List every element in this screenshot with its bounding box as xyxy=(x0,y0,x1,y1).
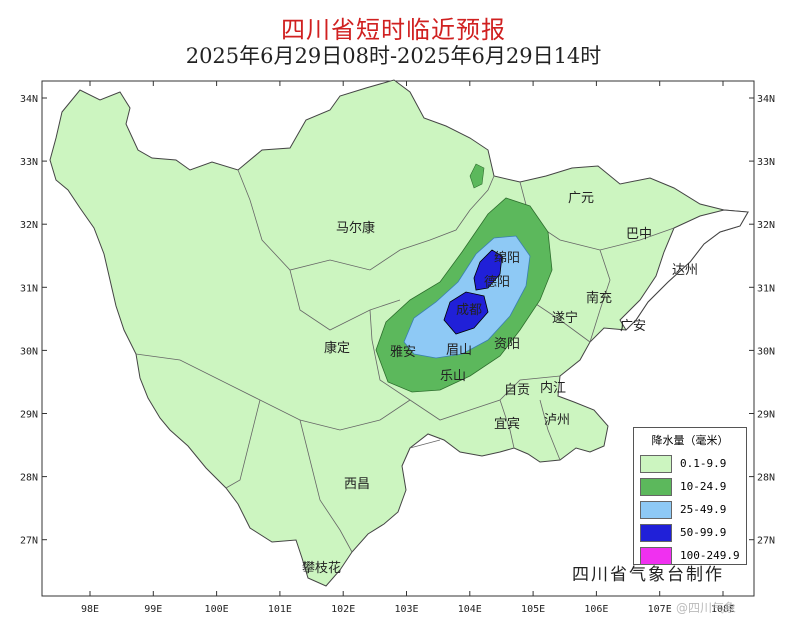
legend-swatch xyxy=(640,454,672,473)
city-label: 西昌 xyxy=(344,477,370,492)
lat-tick-label: 32N xyxy=(757,220,775,231)
lat-tick-label: 27N xyxy=(757,536,775,547)
rain-band-50-99-north xyxy=(473,249,503,291)
lon-tick-label: 98E xyxy=(81,604,99,615)
legend-title: 降水量（毫米） xyxy=(651,434,729,447)
city-label: 泸州 xyxy=(544,413,570,428)
map-title: 四川省短时临近预报 xyxy=(281,16,506,44)
rain-spot-north xyxy=(469,163,485,189)
city-label: 雅安 xyxy=(390,345,416,360)
latitude-axis-left: 34N 33N 32N 31N 30N 29N 28N 27N xyxy=(20,94,47,547)
city-label: 马尔康 xyxy=(336,220,375,236)
city-labels: 马尔康 广元 巴中 达州 绵阳 德阳 成都 南充 遂宁 广安 康定 雅安 眉山 … xyxy=(302,191,698,576)
lat-tick-label: 28N xyxy=(20,473,38,484)
precipitation-legend: 降水量（毫米） 0.1-9.9 10-24.9 25-49.9 50-99.9 … xyxy=(633,427,747,565)
lon-tick-label: 102E xyxy=(331,604,355,615)
legend-item: 0.1-9.9 xyxy=(634,452,746,475)
legend-item: 100-249.9 xyxy=(634,544,746,567)
city-label: 内江 xyxy=(540,380,566,396)
legend-swatch xyxy=(640,546,672,565)
city-label: 成都 xyxy=(456,303,482,318)
lon-tick-label: 103E xyxy=(394,604,418,615)
map-subtitle: 2025年6月29日08时-2025年6月29日14时 xyxy=(185,44,602,68)
legend-item: 50-99.9 xyxy=(634,521,746,544)
legend-item: 25-49.9 xyxy=(634,498,746,521)
legend-swatch xyxy=(640,477,672,496)
city-label: 攀枝花 xyxy=(302,560,341,576)
lon-tick-label: 106E xyxy=(584,604,608,615)
legend-label: 0.1-9.9 xyxy=(680,457,727,470)
city-label: 资阳 xyxy=(494,337,520,352)
city-label: 德阳 xyxy=(484,275,510,290)
lat-tick-label: 30N xyxy=(20,346,38,357)
lon-tick-label: 107E xyxy=(648,604,672,615)
city-label: 眉山 xyxy=(446,343,472,358)
legend-item: 10-24.9 xyxy=(634,475,746,498)
city-label: 康定 xyxy=(324,340,350,356)
city-label: 乐山 xyxy=(440,369,466,384)
city-label: 巴中 xyxy=(626,227,652,242)
city-label: 达州 xyxy=(672,263,698,278)
legend-label: 10-24.9 xyxy=(680,480,727,493)
lat-tick-label: 33N xyxy=(20,157,38,168)
lat-tick-label: 34N xyxy=(757,94,775,105)
city-label: 绵阳 xyxy=(494,251,520,266)
legend-label: 25-49.9 xyxy=(680,503,727,516)
city-label: 自贡 xyxy=(504,383,530,398)
lon-tick-label: 99E xyxy=(144,604,162,615)
legend-swatch xyxy=(640,523,672,542)
latitude-axis-right: 34N 33N 32N 31N 30N 29N 28N 27N xyxy=(749,94,775,547)
lat-tick-label: 29N xyxy=(20,410,38,421)
lat-tick-label: 28N xyxy=(757,473,775,484)
lat-tick-label: 34N xyxy=(20,94,38,105)
rain-band-50-99-south xyxy=(443,291,489,335)
lat-tick-label: 32N xyxy=(20,220,38,231)
lat-tick-label: 31N xyxy=(757,283,775,294)
lat-tick-label: 33N xyxy=(757,157,775,168)
lon-tick-label: 104E xyxy=(458,604,482,615)
city-label: 宜宾 xyxy=(494,416,520,432)
legend-swatch xyxy=(640,500,672,519)
lon-tick-label: 101E xyxy=(268,604,292,615)
producer-label: 四川省气象台制作 xyxy=(572,565,724,585)
lat-tick-label: 27N xyxy=(20,536,38,547)
city-label: 遂宁 xyxy=(552,310,578,326)
city-label: 广元 xyxy=(568,191,594,206)
city-label: 南充 xyxy=(586,290,612,306)
lon-tick-label: 105E xyxy=(521,604,545,615)
longitude-axis: 98E 99E 100E 101E 102E 103E 104E 105E 106E 107E 10… xyxy=(81,81,735,615)
legend-label: 50-99.9 xyxy=(680,526,727,539)
city-label: 广安 xyxy=(620,319,646,334)
outside-area xyxy=(619,209,749,331)
lat-tick-label: 31N xyxy=(20,283,38,294)
lon-tick-label: 108E xyxy=(711,604,735,615)
lon-tick-label: 100E xyxy=(205,604,229,615)
lat-tick-label: 29N xyxy=(757,410,775,421)
legend-label: 100-249.9 xyxy=(680,549,740,562)
lat-tick-label: 30N xyxy=(757,346,775,357)
watermark: @四川气象 xyxy=(676,601,737,615)
